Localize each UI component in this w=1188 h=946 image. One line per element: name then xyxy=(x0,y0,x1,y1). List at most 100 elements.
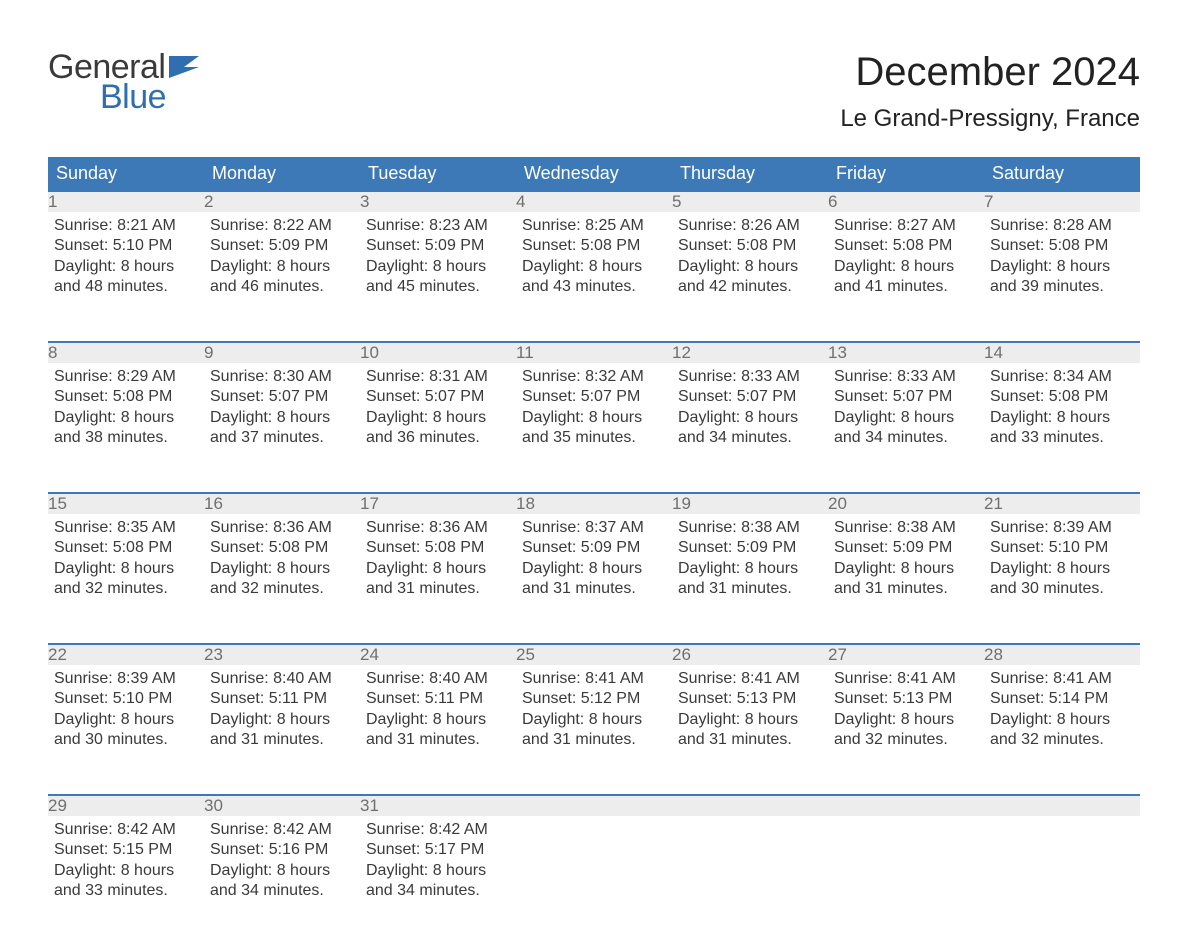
daylight-text-line2: and 33 minutes. xyxy=(54,881,198,901)
sunrise-text: Sunrise: 8:34 AM xyxy=(990,367,1134,387)
day-details: Sunrise: 8:42 AMSunset: 5:15 PMDaylight:… xyxy=(48,816,204,908)
sunrise-text: Sunrise: 8:28 AM xyxy=(990,216,1134,236)
sunrise-text: Sunrise: 8:25 AM xyxy=(522,216,666,236)
day-number-cell: 6 xyxy=(828,191,984,212)
sunset-text: Sunset: 5:11 PM xyxy=(210,689,354,709)
day-details: Sunrise: 8:39 AMSunset: 5:10 PMDaylight:… xyxy=(48,665,204,757)
day-number-row: 22232425262728 xyxy=(48,644,1140,665)
day-number-cell: 11 xyxy=(516,342,672,363)
sunrise-text: Sunrise: 8:23 AM xyxy=(366,216,510,236)
sunset-text: Sunset: 5:08 PM xyxy=(210,538,354,558)
weekday-header: Saturday xyxy=(984,157,1140,191)
day-content-row: Sunrise: 8:21 AMSunset: 5:10 PMDaylight:… xyxy=(48,212,1140,342)
calendar-day-cell: Sunrise: 8:37 AMSunset: 5:09 PMDaylight:… xyxy=(516,514,672,644)
weekday-header: Sunday xyxy=(48,157,204,191)
sunset-text: Sunset: 5:08 PM xyxy=(834,236,978,256)
daylight-text-line1: Daylight: 8 hours xyxy=(522,408,666,428)
sunrise-text: Sunrise: 8:33 AM xyxy=(834,367,978,387)
day-number-cell: 22 xyxy=(48,644,204,665)
sunset-text: Sunset: 5:09 PM xyxy=(678,538,822,558)
sunset-text: Sunset: 5:12 PM xyxy=(522,689,666,709)
calendar-day-cell: Sunrise: 8:22 AMSunset: 5:09 PMDaylight:… xyxy=(204,212,360,342)
calendar-day-cell: Sunrise: 8:25 AMSunset: 5:08 PMDaylight:… xyxy=(516,212,672,342)
daylight-text-line2: and 33 minutes. xyxy=(990,428,1134,448)
day-number-cell: 30 xyxy=(204,795,360,816)
calendar-day-cell: Sunrise: 8:34 AMSunset: 5:08 PMDaylight:… xyxy=(984,363,1140,493)
calendar-day-cell: Sunrise: 8:31 AMSunset: 5:07 PMDaylight:… xyxy=(360,363,516,493)
calendar-day-cell: Sunrise: 8:23 AMSunset: 5:09 PMDaylight:… xyxy=(360,212,516,342)
day-number-row: 1234567 xyxy=(48,191,1140,212)
sunrise-text: Sunrise: 8:41 AM xyxy=(834,669,978,689)
daylight-text-line1: Daylight: 8 hours xyxy=(210,861,354,881)
sunset-text: Sunset: 5:14 PM xyxy=(990,689,1134,709)
calendar-day-cell xyxy=(984,816,1140,946)
day-number-cell: 16 xyxy=(204,493,360,514)
day-number-cell: 2 xyxy=(204,191,360,212)
sunrise-text: Sunrise: 8:39 AM xyxy=(990,518,1134,538)
sunset-text: Sunset: 5:09 PM xyxy=(366,236,510,256)
calendar-day-cell: Sunrise: 8:28 AMSunset: 5:08 PMDaylight:… xyxy=(984,212,1140,342)
day-number-cell: 8 xyxy=(48,342,204,363)
sunrise-text: Sunrise: 8:38 AM xyxy=(678,518,822,538)
daylight-text-line1: Daylight: 8 hours xyxy=(210,710,354,730)
daylight-text-line2: and 31 minutes. xyxy=(210,730,354,750)
day-number-cell: 27 xyxy=(828,644,984,665)
calendar-day-cell: Sunrise: 8:21 AMSunset: 5:10 PMDaylight:… xyxy=(48,212,204,342)
day-number-cell: 14 xyxy=(984,342,1140,363)
calendar-day-cell xyxy=(672,816,828,946)
day-details: Sunrise: 8:21 AMSunset: 5:10 PMDaylight:… xyxy=(48,212,204,304)
sunrise-text: Sunrise: 8:35 AM xyxy=(54,518,198,538)
calendar-day-cell: Sunrise: 8:27 AMSunset: 5:08 PMDaylight:… xyxy=(828,212,984,342)
sunrise-text: Sunrise: 8:30 AM xyxy=(210,367,354,387)
day-details: Sunrise: 8:41 AMSunset: 5:13 PMDaylight:… xyxy=(828,665,984,757)
daylight-text-line2: and 31 minutes. xyxy=(678,579,822,599)
calendar-day-cell: Sunrise: 8:36 AMSunset: 5:08 PMDaylight:… xyxy=(204,514,360,644)
calendar-day-cell: Sunrise: 8:39 AMSunset: 5:10 PMDaylight:… xyxy=(48,665,204,795)
daylight-text-line1: Daylight: 8 hours xyxy=(54,861,198,881)
day-number-cell: 31 xyxy=(360,795,516,816)
day-details: Sunrise: 8:35 AMSunset: 5:08 PMDaylight:… xyxy=(48,514,204,606)
daylight-text-line1: Daylight: 8 hours xyxy=(522,559,666,579)
sunset-text: Sunset: 5:07 PM xyxy=(834,387,978,407)
sunset-text: Sunset: 5:07 PM xyxy=(366,387,510,407)
sunset-text: Sunset: 5:07 PM xyxy=(678,387,822,407)
day-details: Sunrise: 8:30 AMSunset: 5:07 PMDaylight:… xyxy=(204,363,360,455)
daylight-text-line1: Daylight: 8 hours xyxy=(210,559,354,579)
month-title: December 2024 xyxy=(840,50,1140,95)
weekday-header: Wednesday xyxy=(516,157,672,191)
daylight-text-line2: and 42 minutes. xyxy=(678,277,822,297)
sunset-text: Sunset: 5:08 PM xyxy=(990,236,1134,256)
location-subtitle: Le Grand-Pressigny, France xyxy=(840,105,1140,133)
sunset-text: Sunset: 5:09 PM xyxy=(834,538,978,558)
daylight-text-line2: and 45 minutes. xyxy=(366,277,510,297)
calendar-day-cell: Sunrise: 8:40 AMSunset: 5:11 PMDaylight:… xyxy=(204,665,360,795)
weekday-header: Tuesday xyxy=(360,157,516,191)
sunset-text: Sunset: 5:13 PM xyxy=(834,689,978,709)
calendar-day-cell: Sunrise: 8:33 AMSunset: 5:07 PMDaylight:… xyxy=(828,363,984,493)
day-details: Sunrise: 8:27 AMSunset: 5:08 PMDaylight:… xyxy=(828,212,984,304)
title-area: December 2024 Le Grand-Pressigny, France xyxy=(840,50,1140,133)
day-details: Sunrise: 8:41 AMSunset: 5:12 PMDaylight:… xyxy=(516,665,672,757)
daylight-text-line1: Daylight: 8 hours xyxy=(522,257,666,277)
daylight-text-line1: Daylight: 8 hours xyxy=(366,559,510,579)
day-number-cell: 13 xyxy=(828,342,984,363)
calendar-day-cell: Sunrise: 8:35 AMSunset: 5:08 PMDaylight:… xyxy=(48,514,204,644)
day-number-cell: 12 xyxy=(672,342,828,363)
day-details: Sunrise: 8:26 AMSunset: 5:08 PMDaylight:… xyxy=(672,212,828,304)
brand-logo: General Blue xyxy=(48,50,199,114)
daylight-text-line1: Daylight: 8 hours xyxy=(990,257,1134,277)
daylight-text-line1: Daylight: 8 hours xyxy=(834,710,978,730)
day-number-cell xyxy=(516,795,672,816)
sunrise-text: Sunrise: 8:26 AM xyxy=(678,216,822,236)
daylight-text-line2: and 32 minutes. xyxy=(834,730,978,750)
day-details: Sunrise: 8:38 AMSunset: 5:09 PMDaylight:… xyxy=(672,514,828,606)
daylight-text-line2: and 48 minutes. xyxy=(54,277,198,297)
sunset-text: Sunset: 5:07 PM xyxy=(210,387,354,407)
day-number-cell: 28 xyxy=(984,644,1140,665)
weekday-header: Monday xyxy=(204,157,360,191)
weekday-header-row: Sunday Monday Tuesday Wednesday Thursday… xyxy=(48,157,1140,191)
day-number-cell: 3 xyxy=(360,191,516,212)
calendar-day-cell: Sunrise: 8:41 AMSunset: 5:13 PMDaylight:… xyxy=(672,665,828,795)
daylight-text-line1: Daylight: 8 hours xyxy=(366,408,510,428)
calendar-day-cell: Sunrise: 8:41 AMSunset: 5:13 PMDaylight:… xyxy=(828,665,984,795)
